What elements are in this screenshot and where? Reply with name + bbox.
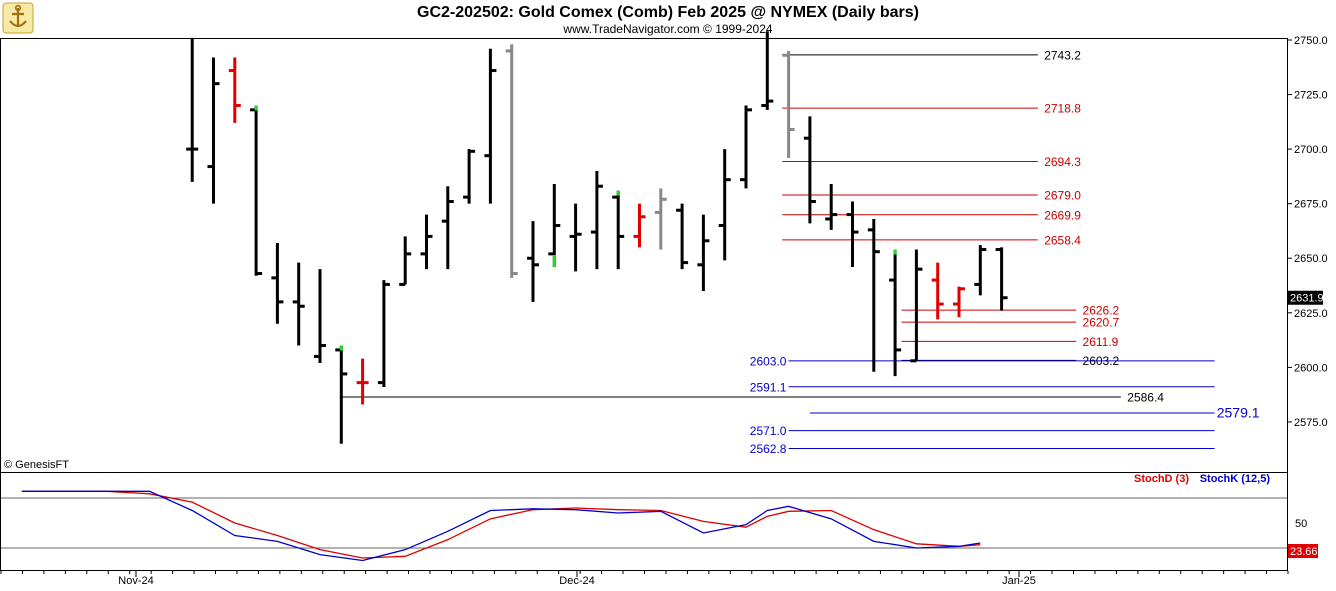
ohlc-bar	[335, 345, 348, 444]
ohlc-bar	[314, 269, 326, 363]
ohlc-bar	[292, 262, 305, 346]
level-label: 2603.0	[750, 354, 787, 368]
time-label: Nov-24	[118, 575, 153, 587]
legend-stochd: StochD (3)	[1134, 473, 1189, 485]
ohlc-bar	[463, 149, 476, 204]
level-label: 2579.1	[1217, 404, 1260, 420]
chart-subtitle: www.TradeNavigator.com © 1999-2024	[562, 22, 772, 36]
ohlc-bar	[399, 236, 412, 286]
ohlc-bar	[377, 280, 390, 388]
ohlc-bar	[995, 247, 1008, 311]
ohlc-bar	[356, 358, 369, 405]
last-price-label: 2631.9	[1290, 293, 1324, 305]
stochk-line	[21, 490, 981, 562]
ohlc-bar	[505, 44, 518, 278]
ohlc-bar	[612, 190, 625, 270]
price-axis: 2750.0 2725.0 2700.0 2675.0 2650.0 2625.0 2600…	[1287, 35, 1328, 429]
level-label: 2571.0	[750, 424, 787, 438]
level-label: 2562.8	[750, 442, 787, 456]
ohlc-bar	[803, 116, 816, 224]
stochastic-panel	[0, 472, 1288, 571]
ohlc-bar	[590, 170, 603, 270]
ohlc-bar	[527, 221, 539, 302]
time-axis: Nov-24 Dec-24 Jan-25	[0, 571, 1289, 587]
ohlc-bar	[931, 262, 944, 320]
ohlc-bar	[953, 286, 965, 318]
price-levels: 2743.2 2718.8 2694.3 2679.0 2669.9 2658.4 2626…	[341, 48, 1260, 456]
price-tick-label: 2725.0	[1294, 90, 1328, 102]
ohlc-bar	[186, 37, 199, 182]
level-label: 2626.2	[1083, 304, 1120, 318]
level-label: 2718.8	[1044, 102, 1081, 116]
stoch-last-label: 23.66	[1290, 546, 1318, 558]
last-price-marker: 2631.9	[1288, 290, 1324, 305]
price-tick-label: 2625.0	[1294, 308, 1328, 320]
level-label: 2669.9	[1044, 208, 1081, 222]
ohlc-bar	[228, 57, 241, 123]
ohlc-bar	[633, 203, 646, 248]
level-label: 2694.3	[1044, 155, 1081, 169]
price-tick-label: 2675.0	[1294, 199, 1328, 211]
chart-title: GC2-202502: Gold Comex (Comb) Feb 2025 @…	[417, 4, 919, 21]
logo-anchor-icon	[2, 2, 34, 34]
time-label: Jan-25	[1002, 575, 1036, 587]
price-tick-label: 2600.0	[1294, 362, 1328, 374]
level-label: 2743.2	[1044, 48, 1081, 62]
ohlc-bar	[676, 203, 689, 270]
ohlc-bar	[250, 105, 263, 276]
ohlc-bar	[569, 203, 582, 272]
ohlc-bar	[441, 186, 454, 270]
ohlc-bar	[974, 245, 987, 296]
last-price-box	[1288, 290, 1323, 305]
ohlc-bar	[825, 184, 838, 230]
price-tick-label: 2650.0	[1294, 253, 1328, 265]
level-label: 2620.7	[1083, 316, 1120, 330]
ohlc-bar	[548, 184, 561, 267]
level-label: 2679.0	[1044, 188, 1081, 202]
ohlc-bar	[867, 218, 880, 372]
stochd-line	[21, 490, 981, 559]
ohlc-bar	[484, 48, 497, 204]
ohlc-bar	[718, 149, 731, 261]
copyright-label: © GenesisFT	[4, 459, 69, 471]
level-label: 2586.4	[1127, 391, 1164, 405]
time-label: Dec-24	[559, 575, 594, 587]
price-tick-label: 2750.0	[1294, 35, 1328, 47]
stochastic-lines	[1, 490, 1287, 562]
ohlc-bar	[910, 249, 923, 363]
ohlc-bar	[654, 188, 667, 250]
ohlc-bar	[782, 50, 795, 158]
ohlc-bar	[697, 214, 710, 291]
price-tick-label: 2575.0	[1294, 417, 1328, 429]
stoch-last-box	[1288, 544, 1318, 558]
legend-stochk: StochK (12,5)	[1200, 473, 1271, 485]
stoch-tick-50: 50	[1295, 518, 1307, 530]
price-tick-label: 2700.0	[1294, 144, 1328, 156]
level-label: 2591.1	[750, 380, 787, 394]
ohlc-bar	[740, 105, 752, 189]
ohlc-bar	[846, 201, 859, 267]
ohlc-bar	[420, 214, 433, 270]
level-label: 2611.9	[1083, 335, 1119, 349]
ohlc-bar	[207, 57, 220, 204]
level-label: 2658.4	[1044, 233, 1081, 247]
ohlc-bars	[186, 31, 1008, 444]
ohlc-bar	[271, 242, 284, 324]
ohlc-bar	[889, 249, 902, 377]
ohlc-bar	[761, 31, 774, 110]
